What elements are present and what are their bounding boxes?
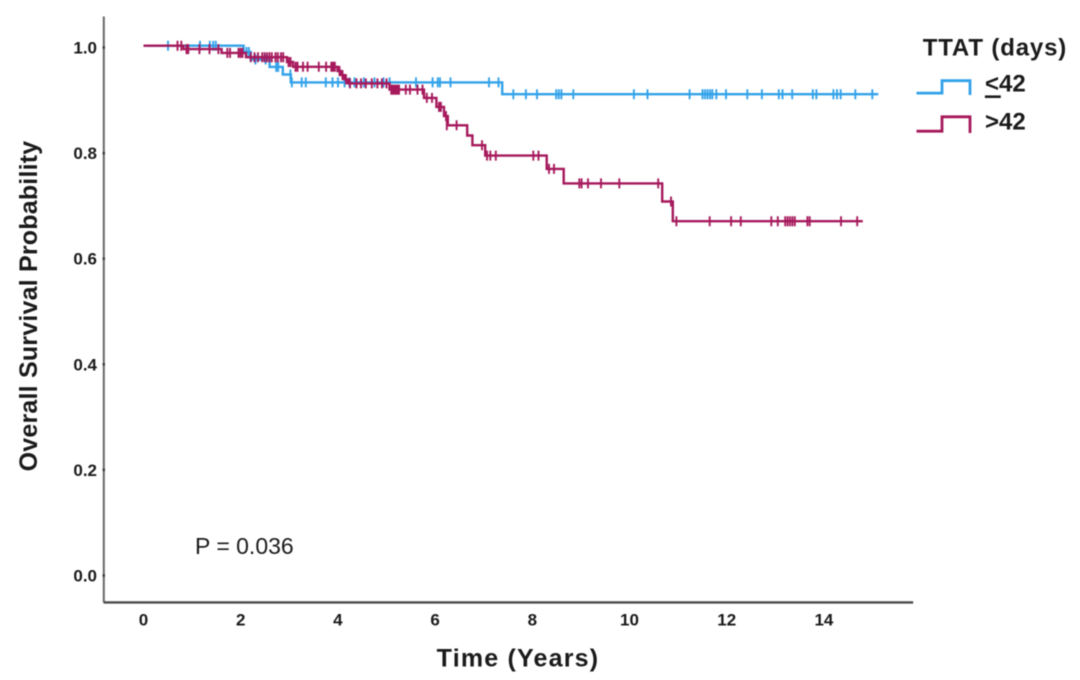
svg-text:12: 12 — [717, 611, 736, 630]
svg-text:6: 6 — [430, 611, 439, 630]
svg-text:>42: >42 — [985, 109, 1026, 136]
svg-text:8: 8 — [528, 611, 537, 630]
svg-text:10: 10 — [620, 611, 639, 630]
svg-text:0.0: 0.0 — [73, 567, 97, 586]
svg-text:TTAT (days): TTAT (days) — [923, 35, 1067, 62]
svg-text:Time (Years): Time (Years) — [437, 645, 600, 673]
svg-text:<42: <42 — [985, 71, 1026, 98]
svg-text:Overall Survival Probability: Overall Survival Probability — [15, 141, 43, 472]
svg-text:0.6: 0.6 — [73, 250, 97, 269]
svg-text:0: 0 — [139, 611, 148, 630]
svg-text:0.2: 0.2 — [73, 461, 97, 480]
svg-text:1.0: 1.0 — [73, 39, 97, 58]
svg-text:0.4: 0.4 — [73, 355, 97, 374]
svg-text:4: 4 — [333, 611, 343, 630]
svg-text:0.8: 0.8 — [73, 144, 97, 163]
svg-text:P = 0.036: P = 0.036 — [195, 533, 294, 559]
svg-text:14: 14 — [814, 611, 833, 630]
svg-text:2: 2 — [236, 611, 245, 630]
